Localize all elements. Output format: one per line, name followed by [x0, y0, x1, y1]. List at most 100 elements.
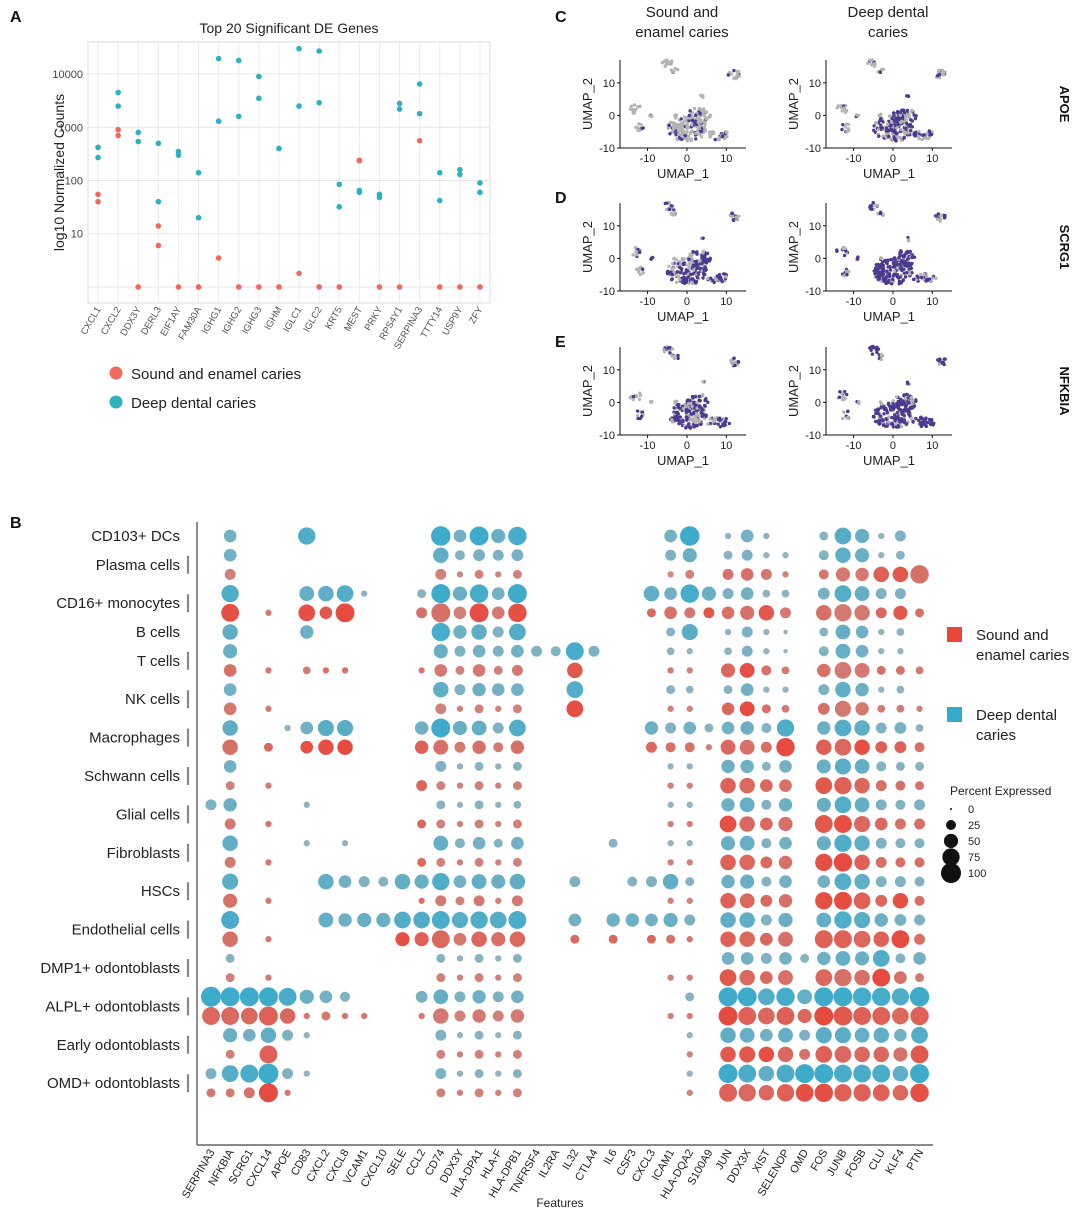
dot-sound: [300, 740, 314, 754]
umap-cell-point: [701, 236, 705, 240]
dot-sound: [895, 857, 906, 868]
dot-sound: [915, 666, 924, 675]
dot-sound: [854, 605, 870, 621]
umap-cell-point: [695, 423, 699, 428]
dot-deep: [414, 874, 429, 889]
dot-deep: [667, 763, 674, 770]
umap-cell-point: [887, 403, 891, 408]
umap-cell-point: [704, 398, 708, 402]
dot-sound: [739, 931, 755, 947]
dot-deep: [568, 913, 582, 927]
umap-cell-point: [881, 213, 885, 218]
dot-deep: [776, 719, 795, 737]
dot-deep: [201, 986, 221, 1007]
dot-deep: [834, 527, 852, 545]
dot-deep: [895, 550, 905, 560]
umap-cell-point: [899, 138, 903, 142]
dot-sound: [777, 1046, 794, 1063]
umap-cell-point: [707, 115, 712, 119]
umap-cell-point: [845, 409, 850, 413]
umap-cell-point: [879, 67, 884, 72]
dot-deep: [738, 1064, 757, 1083]
dot-deep: [782, 552, 789, 559]
dot-sound: [853, 892, 871, 910]
dot-sound: [474, 1049, 484, 1059]
umap-cell-point: [902, 111, 907, 115]
dot-deep: [815, 1027, 832, 1044]
umap-cell-point: [694, 250, 698, 255]
dot-sound: [666, 934, 676, 944]
dot-deep: [495, 763, 502, 770]
dot-sound: [453, 606, 467, 620]
umap-cell-point: [937, 68, 941, 73]
dot-deep: [509, 873, 526, 890]
umap-cell-point: [900, 266, 904, 271]
dot-deep: [415, 990, 428, 1003]
umap-y-tick-label: -10: [599, 286, 615, 298]
umap-y-axis-label: UMAP_2: [786, 365, 801, 417]
dot-sound: [456, 820, 464, 828]
dot-deep: [739, 912, 755, 928]
umap-cell-point: [679, 137, 684, 142]
dot-deep: [644, 721, 659, 735]
dot-deep: [781, 589, 790, 598]
dot-deep: [740, 759, 754, 774]
umap-cell-point: [694, 113, 698, 117]
dot-deep: [854, 758, 870, 774]
dot-deep: [469, 584, 489, 603]
umap-cell-point: [704, 260, 708, 265]
dot-sound: [221, 603, 240, 622]
umap-cell-point: [901, 278, 905, 283]
size-legend-label: 50: [968, 836, 980, 848]
umap-y-tick-label: 10: [809, 78, 821, 90]
dot-deep: [471, 874, 487, 890]
umap-cell-point: [703, 404, 707, 408]
umap-cell-point: [855, 113, 859, 117]
cell-type-label: NK cells: [125, 691, 180, 708]
dot-sound: [436, 781, 446, 791]
dot-deep: [454, 550, 465, 561]
umap-cell-point: [936, 212, 941, 216]
umap-cell-point: [670, 418, 674, 422]
dot-sound: [646, 608, 656, 618]
dot-deep: [740, 874, 755, 889]
panel-letter-b: B: [10, 515, 22, 532]
umap-cell-point: [896, 414, 900, 419]
dot-deep: [741, 626, 753, 638]
umap-cell-point: [730, 214, 734, 219]
data-point-a: [215, 118, 222, 125]
umap-cell-point: [937, 72, 942, 77]
dot-deep: [340, 991, 351, 1002]
umap-cell-point: [932, 421, 936, 426]
dot-sound: [645, 741, 657, 753]
umap-cell-point: [844, 108, 849, 113]
dot-sound: [418, 667, 425, 674]
dot-deep: [645, 913, 658, 927]
umap-cell-point: [881, 277, 886, 282]
dot-sound: [875, 607, 887, 619]
umap-cell-point: [648, 114, 652, 118]
umap-cell-point: [874, 120, 879, 125]
dot-sound: [495, 1051, 502, 1058]
dot-sound: [854, 969, 870, 986]
umap-cell-point: [884, 126, 889, 130]
dot-sound: [815, 853, 833, 872]
umap-cell-point: [701, 256, 706, 260]
umap-cell-point: [673, 122, 677, 126]
umap-cell-point: [919, 275, 924, 280]
dot-deep: [878, 532, 885, 540]
dot-sound: [873, 931, 889, 947]
umap-cell-point: [682, 275, 686, 279]
umap-cell-point: [886, 280, 891, 285]
dot-sound: [797, 1008, 812, 1024]
umap-cell-point: [669, 120, 673, 125]
data-point-a: [276, 145, 282, 152]
umap-cell-point: [877, 134, 881, 138]
umap-cell-point: [906, 238, 911, 242]
umap-cell-point: [634, 394, 639, 399]
umap-x-axis-label: UMAP_1: [863, 309, 915, 324]
umap-cell-point: [842, 273, 846, 278]
x-tick-label-a: USP9Y: [440, 304, 465, 337]
umap-cell-point: [886, 420, 891, 424]
dot-deep: [895, 799, 906, 810]
